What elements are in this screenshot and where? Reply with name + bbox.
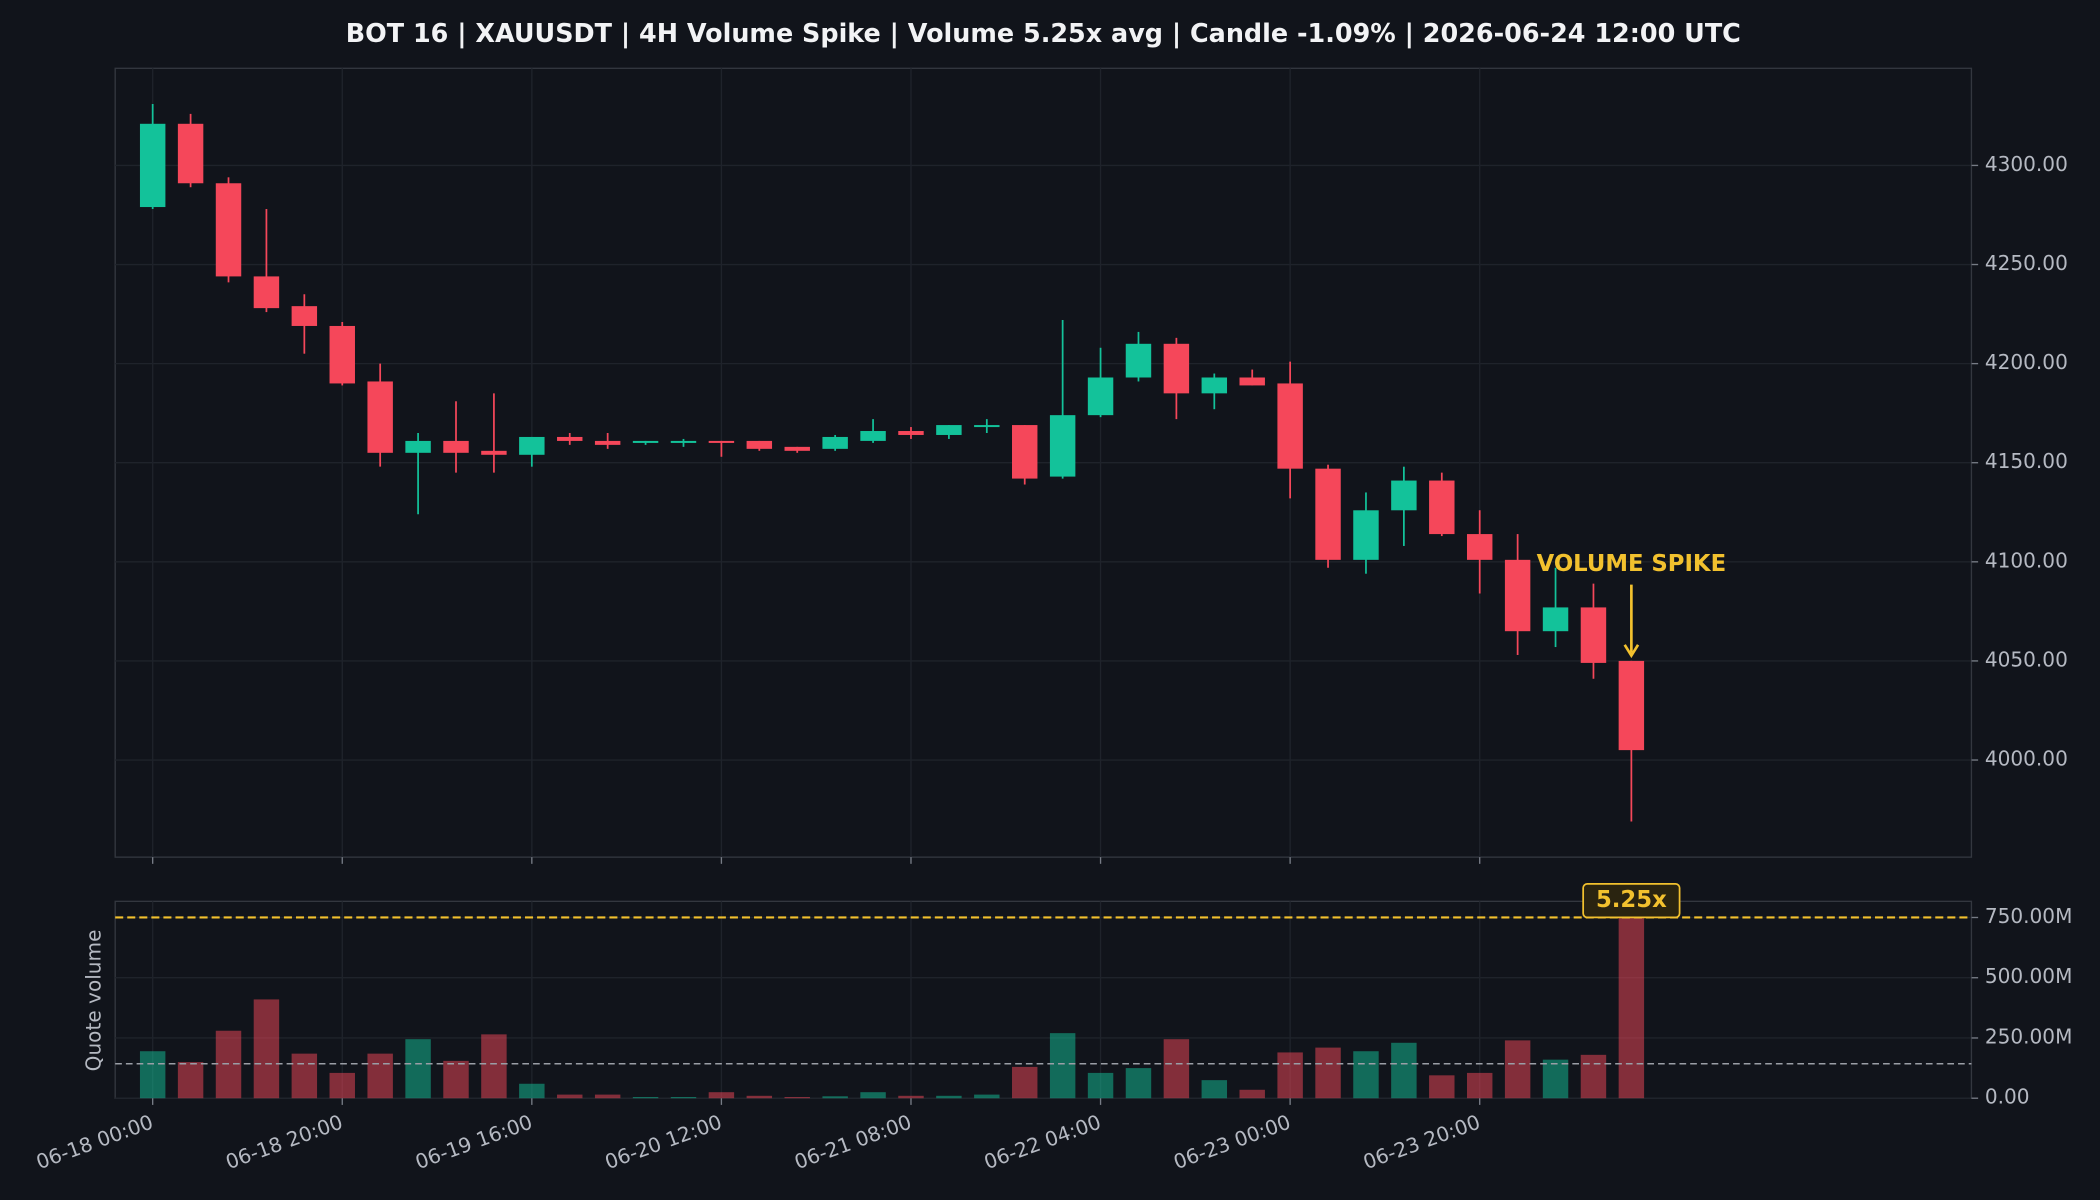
volume-bar (139, 1051, 166, 1099)
candle-body (708, 440, 735, 443)
volume-bar (443, 1060, 469, 1099)
candle-body (1580, 607, 1607, 663)
candle-body (632, 440, 659, 443)
volume-bar (481, 1034, 507, 1099)
y-tick-label: 4000.00 (1985, 747, 2068, 771)
volume-bar (329, 1072, 355, 1099)
candle-body (367, 381, 393, 453)
volume-bar (1163, 1039, 1190, 1099)
candle-body (443, 440, 469, 453)
volume-bar (1277, 1052, 1303, 1099)
chart-title: BOT 16 | XAUUSDT | 4H Volume Spike | Vol… (346, 18, 1741, 48)
candle-body (670, 440, 697, 443)
volume-bar (1429, 1075, 1455, 1099)
ratio-badge (1582, 883, 1681, 919)
candle-body (519, 436, 545, 455)
candle-body (557, 436, 583, 441)
candle-body (215, 183, 242, 277)
candle-body (594, 440, 621, 445)
volume-bar (746, 1095, 773, 1099)
candle-body (822, 436, 848, 449)
volume-bar (1049, 1033, 1076, 1099)
volume-bar (784, 1097, 810, 1099)
volume-bar (822, 1096, 848, 1099)
volume-bar (1201, 1080, 1228, 1099)
ratio-label: 5.25x (1596, 887, 1667, 913)
y-tick-label: 4050.00 (1985, 647, 2068, 671)
volume-bar (708, 1092, 735, 1099)
volume-bar (367, 1053, 393, 1099)
volume-bar (974, 1094, 1000, 1099)
y-tick-label: 4100.00 (1985, 548, 2068, 572)
y-tick-label: 4200.00 (1985, 350, 2068, 374)
spike-arrow-head (1623, 644, 1640, 659)
candle-body (1429, 480, 1455, 535)
volume-bar (253, 999, 280, 1099)
volume-bar (594, 1094, 621, 1099)
candle-body (1087, 377, 1114, 416)
volume-bar (1391, 1042, 1417, 1099)
volume-bar (1239, 1089, 1265, 1099)
volume-bar (405, 1039, 431, 1099)
y-tick-label: 0.00 (1985, 1085, 2030, 1109)
volume-bar (1012, 1066, 1038, 1099)
candle-body (1353, 510, 1379, 560)
candle-body (1618, 660, 1645, 751)
candle-body (253, 276, 280, 309)
volume-bar (519, 1083, 545, 1099)
candle-body (1049, 415, 1076, 477)
volume-bar (936, 1095, 962, 1099)
candle-body (1277, 383, 1303, 469)
volume-bar (1466, 1072, 1493, 1099)
candle-body (936, 425, 962, 435)
volume-bar (898, 1095, 924, 1099)
candle-body (1201, 377, 1228, 394)
candle-body (1391, 480, 1417, 511)
volume-bar (632, 1097, 659, 1099)
candle-body (1315, 468, 1341, 560)
candle-body (329, 325, 355, 384)
volume-bar (291, 1053, 318, 1099)
y-tick-label: 500.00M (1985, 964, 2073, 988)
candle-body (974, 425, 1000, 428)
y-tick-label: 250.00M (1985, 1024, 2073, 1048)
candle-body (481, 450, 507, 455)
volume-bar (1580, 1054, 1607, 1099)
volume-bar (557, 1094, 583, 1099)
candle-body (1163, 343, 1190, 394)
candle-body (291, 306, 318, 326)
candle-body (1239, 377, 1265, 386)
candle-body (177, 123, 204, 184)
candle-body (1504, 559, 1531, 632)
volume-bar (670, 1097, 697, 1099)
volume-bar (1618, 917, 1645, 1099)
volume-bar (177, 1062, 204, 1099)
y-tick-label: 750.00M (1985, 904, 2073, 928)
volume-bar (1542, 1059, 1569, 1099)
candle-body (1125, 343, 1152, 378)
y-tick-label: 4250.00 (1985, 251, 2068, 275)
y-tick-label: 4150.00 (1985, 449, 2068, 473)
candle-body (1012, 425, 1038, 479)
volume-bar (1315, 1047, 1341, 1099)
candle-body (898, 431, 924, 435)
volume-bar (1125, 1068, 1152, 1099)
candle-body (784, 446, 810, 451)
y-tick-label: 4300.00 (1985, 152, 2068, 176)
volume-bar (1087, 1072, 1114, 1099)
candle-body (860, 431, 886, 441)
volume-axis-label: Quote volume (82, 930, 106, 1072)
candle-body (139, 123, 166, 208)
volume-bar (1504, 1040, 1531, 1099)
spike-label: VOLUME SPIKE (1537, 551, 1726, 577)
volume-bar (860, 1092, 886, 1099)
volume-bar (1353, 1051, 1379, 1099)
candle-body (746, 440, 773, 449)
candle-body (1466, 534, 1493, 560)
candle-body (1542, 607, 1569, 632)
candle-body (405, 440, 431, 453)
